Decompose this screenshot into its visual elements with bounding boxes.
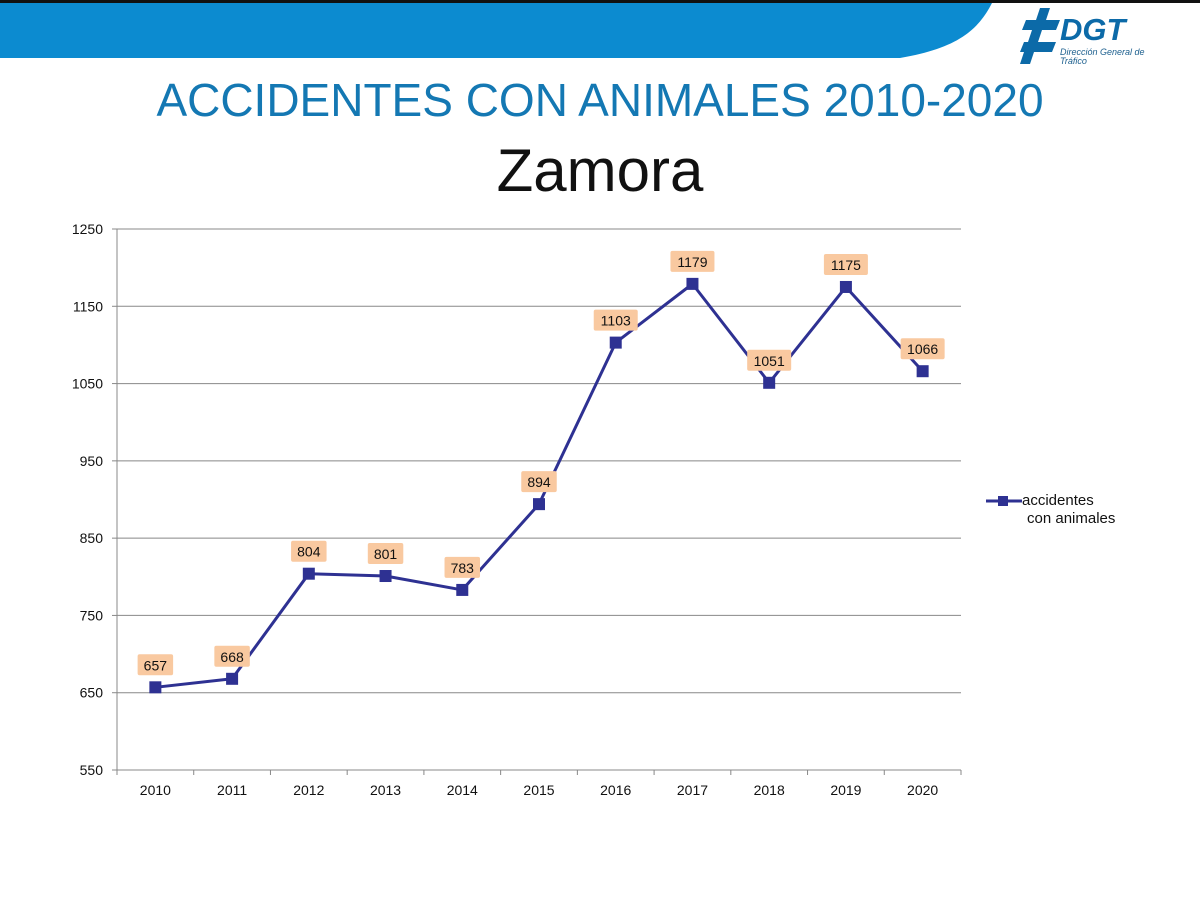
data-label: 801 xyxy=(374,546,398,562)
data-label-bg xyxy=(137,654,174,676)
data-label: 657 xyxy=(144,657,168,673)
x-tick-label: 2016 xyxy=(600,782,631,798)
legend-marker xyxy=(986,496,1022,506)
grid-lines xyxy=(117,228,961,694)
y-tick-label: 950 xyxy=(80,453,104,469)
page-title: ACCIDENTES CON ANIMALES 2010-2020 xyxy=(156,74,1044,126)
data-point xyxy=(609,336,622,349)
series-accidentes xyxy=(149,277,929,694)
axes xyxy=(112,228,962,775)
y-tick-labels: 550 650 750 850 950 1050 1150 1250 xyxy=(72,221,103,778)
legend-label: accidentes con animales xyxy=(1022,492,1172,528)
data-point xyxy=(686,277,699,290)
x-tick-label: 2015 xyxy=(523,782,554,798)
x-tick-label: 2020 xyxy=(907,782,938,798)
legend-label-line2: con animales xyxy=(1027,510,1116,527)
data-point xyxy=(456,583,469,596)
y-tick-label: 550 xyxy=(80,762,104,778)
data-label-bg xyxy=(291,540,327,562)
data-label-bg xyxy=(670,250,715,272)
data-label-bg xyxy=(747,349,792,371)
page-subtitle: Zamora xyxy=(496,137,704,204)
y-tick-label: 650 xyxy=(80,685,104,701)
x-tick-label: 2017 xyxy=(677,782,708,798)
data-label: 1179 xyxy=(677,254,707,270)
x-tick-label: 2011 xyxy=(217,782,247,798)
data-label: 894 xyxy=(527,474,551,490)
x-tick-label: 2010 xyxy=(140,782,171,798)
data-label: 1051 xyxy=(754,353,785,369)
data-label-bg xyxy=(823,253,868,275)
data-point xyxy=(379,570,392,583)
data-label-bg xyxy=(521,471,557,493)
data-label: 783 xyxy=(451,560,475,576)
x-tick-labels: 2010 2011 2012 2013 2014 2015 2016 2017 2018 2019… xyxy=(140,782,939,798)
x-tick-label: 2012 xyxy=(293,782,324,798)
data-point xyxy=(916,365,929,378)
data-label-bg xyxy=(900,338,945,360)
data-label-bg xyxy=(367,543,404,565)
data-label: 804 xyxy=(297,544,321,560)
data-label-bg xyxy=(444,556,481,578)
data-label-bg xyxy=(593,309,638,331)
data-label: 1175 xyxy=(831,257,861,273)
y-tick-label: 850 xyxy=(80,530,104,546)
dgt-cross-icon xyxy=(1020,8,1060,64)
y-tick-label: 1050 xyxy=(72,376,103,392)
data-point xyxy=(149,681,162,694)
x-tick-label: 2018 xyxy=(754,782,785,798)
data-label: 1066 xyxy=(907,341,938,357)
header-band xyxy=(0,0,1200,58)
data-point xyxy=(533,498,545,511)
y-tick-label: 1150 xyxy=(73,298,103,314)
data-labels: 657 668 804 801 783 894 1103 1179 1051 1175 1066 xyxy=(137,250,945,676)
dgt-logo: DGT Dirección General de Tráfico xyxy=(1018,6,1150,72)
data-point xyxy=(226,672,239,685)
data-point xyxy=(302,567,315,580)
logo-subtitle: Dirección General de Tráfico xyxy=(1060,47,1145,66)
data-label-bg xyxy=(214,645,250,667)
data-label: 668 xyxy=(220,649,244,665)
y-tick-label: 750 xyxy=(80,607,104,623)
y-tick-label: 1250 xyxy=(72,221,103,237)
data-point xyxy=(839,280,852,293)
x-tick-label: 2013 xyxy=(370,782,401,798)
data-label: 1103 xyxy=(601,313,631,329)
x-tick-label: 2014 xyxy=(447,782,478,798)
data-point xyxy=(763,376,776,389)
x-tick-label: 2019 xyxy=(830,782,861,798)
legend-label-line1: accidentes xyxy=(1022,492,1094,509)
logo-text: DGT xyxy=(1060,12,1126,47)
